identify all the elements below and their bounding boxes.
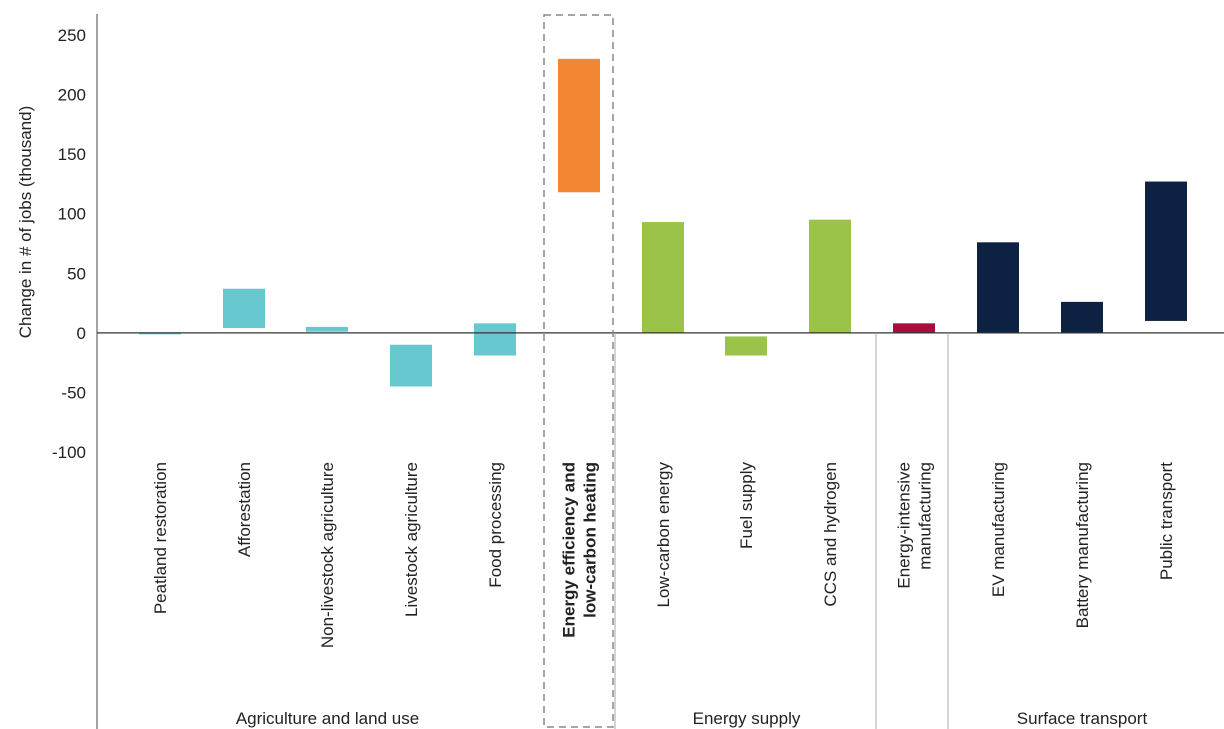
category-label-line: CCS and hydrogen xyxy=(821,462,840,607)
bar xyxy=(893,323,935,333)
bar xyxy=(223,288,265,329)
category-label: EV manufacturing xyxy=(989,462,1008,597)
category-label-line: Public transport xyxy=(1157,462,1176,580)
category-label-line: Food processing xyxy=(486,462,505,588)
bar xyxy=(642,222,684,333)
category-label-line: EV manufacturing xyxy=(989,462,1008,597)
bar xyxy=(558,58,600,193)
category-label-line: Livestock agriculture xyxy=(402,462,421,617)
y-tick-label: 0 xyxy=(77,324,86,343)
bar xyxy=(725,336,767,356)
bar xyxy=(306,326,348,332)
category-label: Afforestation xyxy=(235,462,254,557)
y-tick-label: -50 xyxy=(61,383,86,402)
y-tick-label: 150 xyxy=(58,145,86,164)
category-label: Livestock agriculture xyxy=(402,462,421,617)
category-label-line: manufacturing xyxy=(916,462,935,570)
category-label: Public transport xyxy=(1157,462,1176,580)
category-label: Fuel supply xyxy=(737,462,756,549)
group-label: Agriculture and land use xyxy=(236,709,419,728)
category-label-line: low-carbon heating xyxy=(581,462,600,618)
category-label-line: Energy efficiency and xyxy=(560,462,579,638)
y-tick-label: -100 xyxy=(52,443,86,462)
group-label: Surface transport xyxy=(1017,709,1148,728)
y-axis-label: Change in # of jobs (thousand) xyxy=(16,106,35,339)
category-label: CCS and hydrogen xyxy=(821,462,840,607)
bar xyxy=(390,344,432,387)
category-label: Low-carbon energy xyxy=(654,462,673,608)
highlight-box xyxy=(543,14,614,728)
category-label-line: Peatland restoration xyxy=(151,462,170,614)
category-label: Non-livestock agriculture xyxy=(318,462,337,648)
group-label: Energy supply xyxy=(693,709,801,728)
category-label-line: Non-livestock agriculture xyxy=(318,462,337,648)
y-tick-label: 100 xyxy=(58,205,86,224)
category-label-line: Energy-intensive xyxy=(895,462,914,589)
category-label-line: Low-carbon energy xyxy=(654,462,673,608)
y-tick-label: 250 xyxy=(58,26,86,45)
category-label: Food processing xyxy=(486,462,505,588)
category-label-line: Battery manufacturing xyxy=(1073,462,1092,628)
category-label-line: Afforestation xyxy=(235,462,254,557)
category-label: Energy efficiency and low-carbon heating xyxy=(560,462,600,638)
category-label: Battery manufacturing xyxy=(1073,462,1092,628)
y-tick-label: 50 xyxy=(67,264,86,283)
category-label-line: Fuel supply xyxy=(737,462,756,549)
bar xyxy=(809,219,851,333)
bar xyxy=(474,323,516,356)
bar xyxy=(1061,301,1103,333)
category-label: Energy-intensive manufacturing xyxy=(895,462,935,589)
category-label: Peatland restoration xyxy=(151,462,170,614)
bar xyxy=(977,242,1019,333)
bar xyxy=(1145,181,1187,321)
y-tick-label: 200 xyxy=(58,86,86,105)
